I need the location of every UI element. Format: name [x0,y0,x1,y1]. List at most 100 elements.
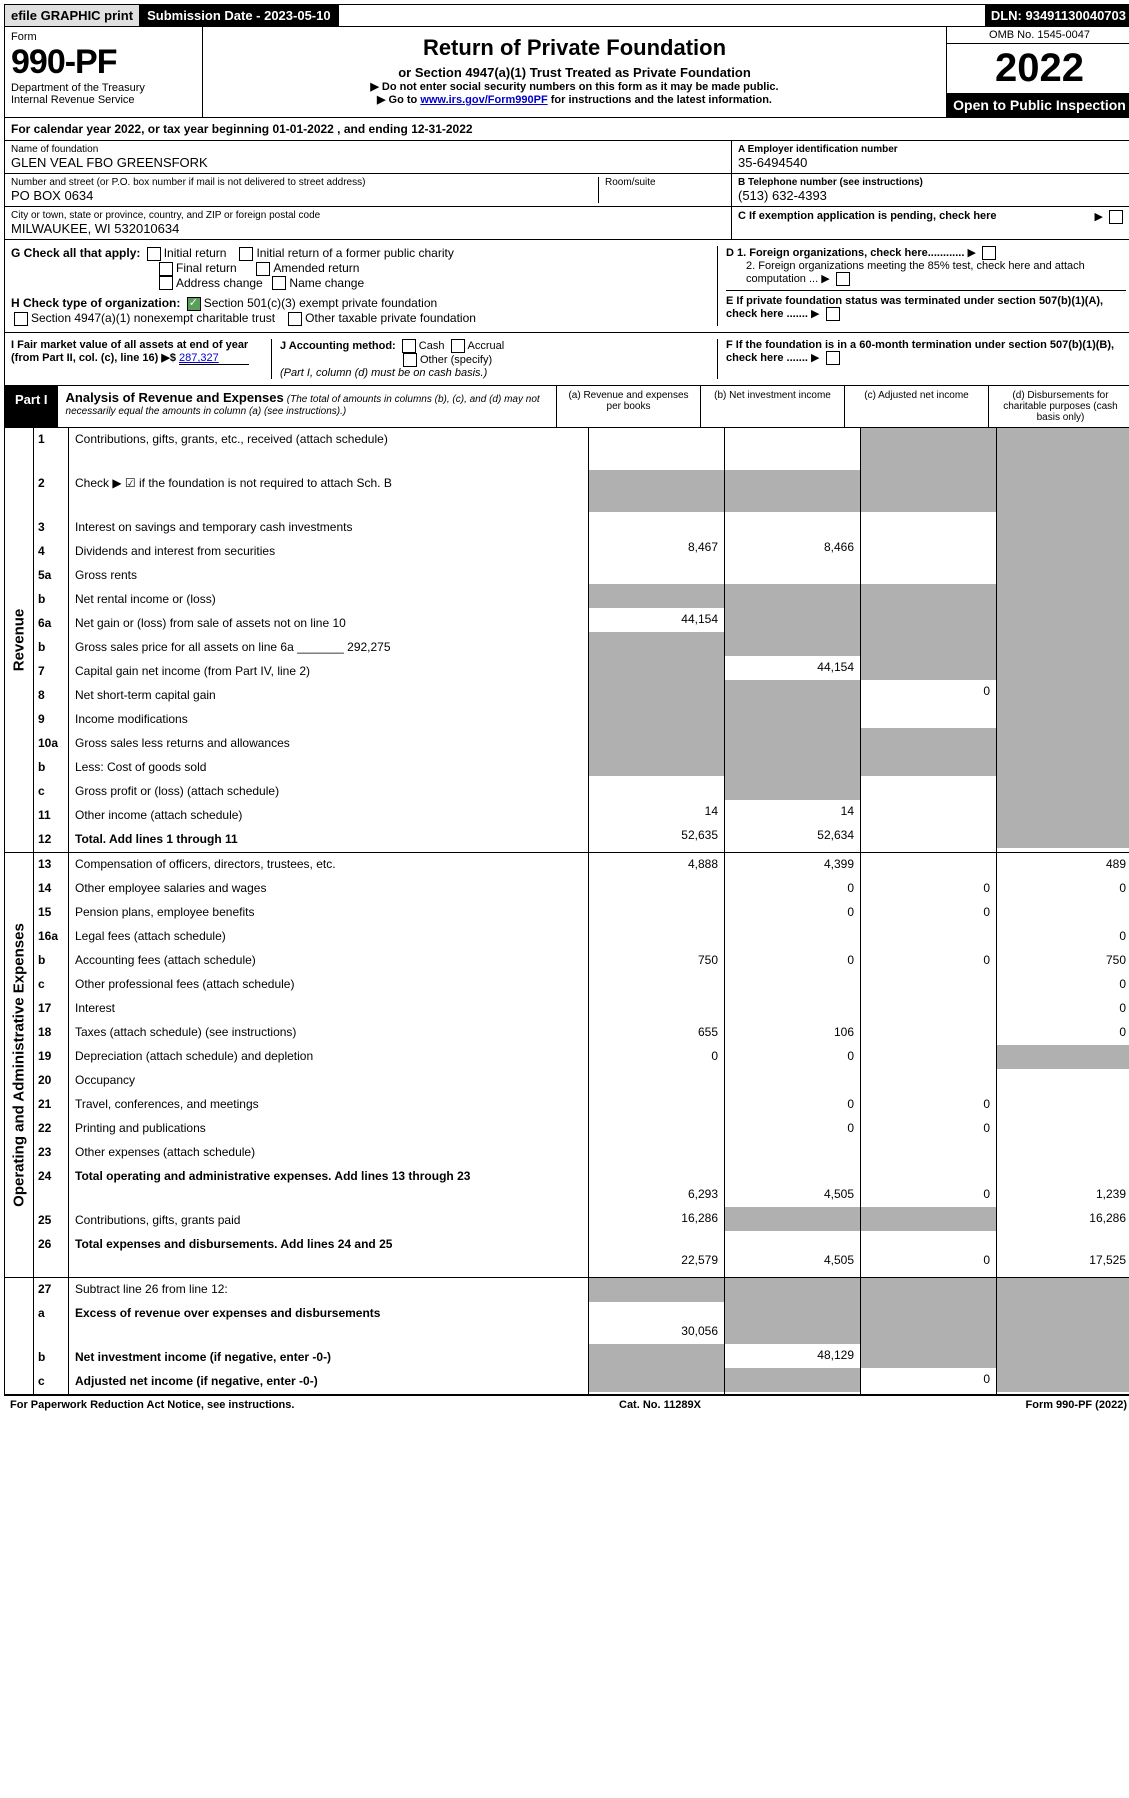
cell-c [861,1045,996,1069]
cell-c [861,853,996,877]
cell-b: 0 [725,877,860,901]
line-desc: Gross rents [69,564,588,588]
e: E If private foundation status was termi… [726,290,1126,321]
checkbox-other-tax[interactable] [288,312,302,326]
cell-a: 22,579 [589,1231,724,1273]
fmv-link[interactable]: 287,327 [179,352,249,365]
checkbox-amended[interactable] [256,262,270,276]
cell-d [997,752,1129,776]
cell-b: 0 [725,949,860,973]
line-desc: Legal fees (attach schedule) [69,925,588,949]
checkbox-final[interactable] [159,262,173,276]
line-num: 14 [34,877,68,901]
cell-b [725,1069,860,1093]
cell-d [997,560,1129,584]
checkbox-address[interactable] [159,276,173,290]
cell-a: 44,154 [589,608,724,632]
line-desc: Other employee salaries and wages [69,877,588,901]
cell-b [725,1302,860,1344]
line-num: 13 [34,853,68,877]
cell-d [997,470,1129,512]
line-desc: Total operating and administrative expen… [69,1165,588,1209]
checkbox-d1[interactable] [982,246,996,260]
efile-print-button[interactable]: efile GRAPHIC print [5,5,141,26]
cell-d: 17,525 [997,1231,1129,1273]
line-desc: Contributions, gifts, grants, etc., rece… [69,428,588,472]
line-num: 11 [34,804,68,828]
cell-a: 52,635 [589,824,724,848]
cell-d [997,632,1129,656]
irs-link[interactable]: www.irs.gov/Form990PF [420,94,547,106]
checkbox-d2[interactable] [836,272,850,286]
cell-b [725,512,860,536]
expenses-table: Operating and Administrative Expenses 13… [4,853,1129,1278]
line-num: 23 [34,1141,68,1165]
checkbox-f[interactable] [826,351,840,365]
dln: DLN: 93491130040703 [985,5,1129,26]
footer: For Paperwork Reduction Act Notice, see … [4,1395,1129,1414]
cell-b: 44,154 [725,656,860,680]
cell-d [997,1141,1129,1165]
cell-d: 0 [997,973,1129,997]
line-desc: Pension plans, employee benefits [69,901,588,925]
cell-c [861,1069,996,1093]
checkbox-501c3[interactable] [187,297,201,311]
col-b: (b) Net investment income [700,386,844,427]
cell-d [997,1045,1129,1069]
cell-c [861,1141,996,1165]
note-link: ▶ Go to www.irs.gov/Form990PF for instru… [207,93,942,106]
line-desc: Depreciation (attach schedule) and deple… [69,1045,588,1069]
cell-a [589,1093,724,1117]
line-desc: Interest [69,997,588,1021]
cell-b [725,608,860,632]
checkbox-e[interactable] [826,307,840,321]
line-num: a [34,1302,68,1346]
cell-b [725,973,860,997]
cell-a [589,877,724,901]
line-desc: Gross profit or (loss) (attach schedule) [69,780,588,804]
cell-c [861,1021,996,1045]
cell-b: 48,129 [725,1344,860,1368]
checkbox-cash[interactable] [402,339,416,353]
cell-b [725,1207,860,1231]
checkbox-accrual[interactable] [451,339,465,353]
irs: Internal Revenue Service [11,94,196,106]
i-block: I Fair market value of all assets at end… [11,339,271,379]
part1-header: Part I Analysis of Revenue and Expenses … [4,386,1129,428]
line-num: 7 [34,660,68,684]
cell-a [589,1117,724,1141]
cell-b [725,1141,860,1165]
side-expenses: Operating and Administrative Expenses [5,853,34,1277]
cell-d [997,1278,1129,1302]
cell-b [725,1368,860,1392]
line-num: 27 [34,1278,68,1302]
cell-c [861,752,996,776]
cell-b [725,925,860,949]
cell-c: 0 [861,877,996,901]
cell-b: 0 [725,1093,860,1117]
line-num: 3 [34,516,68,540]
line-desc: Occupancy [69,1069,588,1093]
checkbox-other-acct[interactable] [403,353,417,367]
cell-d [997,512,1129,536]
checkbox-4947[interactable] [14,312,28,326]
line-desc: Contributions, gifts, grants paid [69,1209,588,1233]
dept: Department of the Treasury [11,82,196,94]
col-a: (a) Revenue and expenses per books [556,386,700,427]
line-num: b [34,949,68,973]
cell-c: 0 [861,901,996,925]
cell-c [861,536,996,560]
info-block: Name of foundation GLEN VEAL FBO GREENSF… [4,141,1129,240]
cell-d: 489 [997,853,1129,877]
checkbox-name[interactable] [272,276,286,290]
checkbox-c[interactable] [1109,210,1123,224]
line-desc: Less: Cost of goods sold [69,756,588,780]
cell-b: 0 [725,1045,860,1069]
line-desc: Total expenses and disbursements. Add li… [69,1233,588,1277]
cell-d: 16,286 [997,1207,1129,1231]
checkbox-initial-former[interactable] [239,247,253,261]
cell-d [997,901,1129,925]
cell-c: 0 [861,949,996,973]
checkbox-initial[interactable] [147,247,161,261]
cell-c [861,973,996,997]
